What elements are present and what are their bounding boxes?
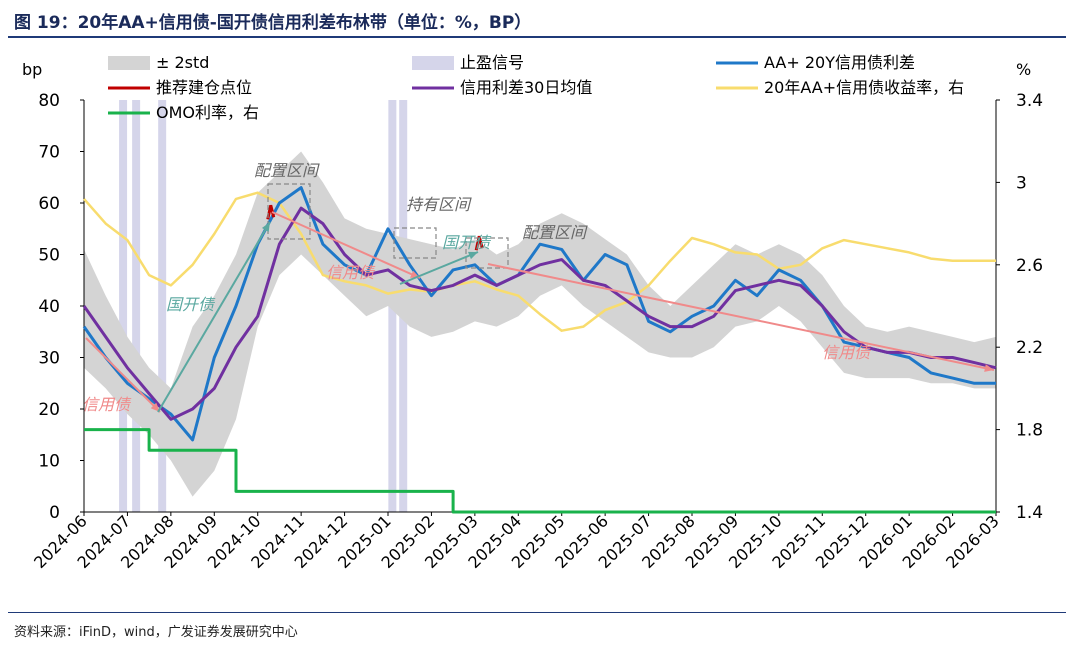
right-tick-label: 1.4 — [1016, 503, 1043, 523]
pick-point-1 — [474, 235, 484, 251]
signal-bar-2 — [158, 100, 167, 512]
arrow-cdb-1-head — [261, 222, 270, 232]
config-box-2 — [465, 237, 509, 269]
legend-swatch-signal — [412, 56, 454, 70]
series-spread-line — [82, 186, 996, 442]
left-tick-label: 0 — [49, 503, 60, 523]
footer-divider — [8, 612, 1066, 613]
band-2std — [84, 151, 996, 497]
legend-label-omo: OMO利率，右 — [156, 103, 259, 122]
hold-box — [393, 227, 437, 259]
legend-swatch-band — [108, 56, 150, 70]
left-tick-label: 50 — [38, 246, 60, 266]
series-yield-line — [83, 191, 996, 332]
left-tick-label: 80 — [38, 91, 60, 111]
left-tick-label: 60 — [38, 194, 60, 214]
title-divider — [8, 36, 1066, 38]
left-tick-label: 30 — [38, 349, 60, 369]
series-ma30-line — [82, 206, 997, 421]
right-tick-label: 2.2 — [1016, 338, 1043, 358]
annotation-config-2: 配置区间 — [522, 223, 588, 242]
right-tick-label: 3 — [1016, 173, 1027, 193]
source-note: 资料来源：iFinD，wind，广发证券发展研究中心 — [14, 625, 298, 640]
left-axis-label: bp — [22, 60, 42, 79]
annotation-config-1: 配置区间 — [254, 161, 320, 180]
arrow-credit-3-head — [984, 364, 994, 372]
left-tick-label: 20 — [38, 400, 60, 420]
legend-label-yield: 20年AA+信用债收益率，右 — [764, 78, 964, 97]
legend-label-ma30: 信用利差30日均值 — [460, 78, 592, 97]
arrow-cdb-2 — [399, 251, 479, 285]
legend-label-spread: AA+ 20Y信用债利差 — [764, 53, 915, 72]
signal-bar-1 — [132, 100, 141, 512]
annotation-cdb-1: 国开债 — [166, 295, 216, 314]
annotation-credit-1: 信用债 — [82, 395, 132, 414]
annotation-credit-3: 信用债 — [822, 343, 872, 362]
config-box-1 — [267, 183, 311, 240]
band-area — [84, 151, 996, 497]
arrow-credit-1-head — [150, 402, 160, 412]
arrow-cdb-2-head — [468, 251, 478, 260]
signal-bar-0 — [119, 100, 128, 512]
arrow-credit-1 — [85, 337, 161, 413]
chart-title: 图 19：20年AA+信用债-国开债信用利差布林带（单位：%，BP） — [14, 13, 532, 33]
right-tick-label: 3.4 — [1016, 91, 1043, 111]
left-tick-label: 70 — [38, 143, 60, 163]
right-tick-label: 1.8 — [1016, 421, 1043, 441]
left-tick-label: 40 — [38, 297, 60, 317]
bollinger-chart: 80706050403020100bp3.432.62.21.81.4%2024… — [22, 53, 1043, 572]
right-axis-label: % — [1016, 60, 1031, 79]
series-omo-line — [84, 428, 996, 514]
legend-label-pick: 推荐建仓点位 — [156, 78, 252, 97]
right-tick-label: 2.6 — [1016, 256, 1043, 276]
arrow-cdb-1 — [157, 221, 271, 413]
arrow-credit-2 — [271, 211, 421, 279]
arrow-credit-3 — [487, 263, 995, 371]
annotation-credit-2: 信用债 — [326, 263, 376, 282]
annotation-cdb-2: 国开债 — [442, 233, 492, 252]
legend-label-signal: 止盈信号 — [460, 53, 524, 72]
annotation-hold: 持有区间 — [406, 195, 472, 214]
series-lines — [82, 186, 997, 514]
title-bar: 图 19：20年AA+信用债-国开债信用利差布林带（单位：%，BP） — [0, 0, 1074, 38]
left-tick-label: 10 — [38, 452, 60, 472]
legend-label-band: ± 2std — [156, 53, 209, 72]
axes: 80706050403020100bp3.432.62.21.81.4%2024… — [22, 60, 1043, 572]
